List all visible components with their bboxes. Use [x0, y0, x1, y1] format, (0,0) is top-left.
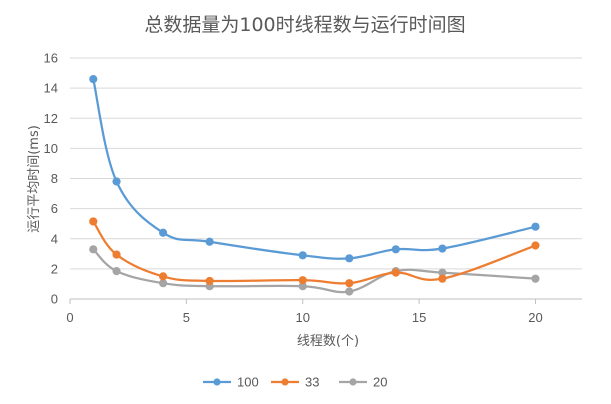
data-point-100 — [89, 74, 98, 84]
data-point-33 — [345, 279, 354, 288]
y-tick-label: 16 — [44, 51, 58, 66]
data-point-100 — [438, 244, 447, 253]
legend-swatch-marker — [213, 378, 221, 386]
y-tick-label: 10 — [44, 141, 58, 156]
data-point-100 — [345, 254, 354, 263]
data-point-33 — [298, 276, 307, 285]
legend-item-33: 33 — [271, 375, 319, 390]
data-point-100 — [391, 245, 400, 254]
x-tick-label: 5 — [183, 310, 190, 325]
data-point-100 — [531, 222, 540, 231]
series-100 — [89, 74, 540, 263]
x-axis-title: 线程数(个) — [297, 334, 359, 349]
legend-label: 100 — [237, 375, 259, 390]
data-point-33 — [391, 268, 400, 277]
data-point-33 — [89, 217, 98, 226]
x-tick-label: 10 — [295, 310, 309, 325]
data-point-100 — [205, 237, 214, 246]
series-33 — [89, 217, 540, 288]
data-point-33 — [438, 274, 447, 283]
data-point-20 — [112, 267, 121, 276]
legend-swatch-marker — [349, 378, 357, 386]
y-tick-label: 2 — [51, 261, 58, 276]
legend-label: 20 — [373, 375, 387, 390]
x-tick-label: 20 — [528, 310, 542, 325]
legend: 100 33 20 — [203, 375, 387, 390]
data-point-33 — [531, 241, 540, 250]
legend-item-20: 20 — [339, 375, 387, 390]
x-tick-label: 15 — [412, 310, 426, 325]
axes: 0 2 4 6 8 10 12 14 16 0 5 10 15 20 — [44, 51, 582, 325]
data-point-100 — [298, 251, 307, 260]
x-tick-label: 0 — [66, 310, 73, 325]
series-group — [89, 74, 540, 296]
y-tick-label: 6 — [51, 201, 58, 216]
y-tick-label: 14 — [44, 81, 58, 96]
data-point-33 — [112, 250, 121, 259]
y-tick-label: 4 — [51, 231, 58, 246]
gridlines — [70, 57, 582, 270]
y-axis-title: 运行平均时间(ms) — [27, 125, 42, 233]
data-point-33 — [205, 276, 214, 286]
data-point-100 — [158, 228, 168, 237]
legend-label: 33 — [305, 375, 319, 390]
data-point-20 — [345, 287, 354, 296]
y-tick-label: 0 — [51, 292, 58, 307]
data-point-100 — [112, 177, 121, 186]
data-point-20 — [158, 279, 168, 288]
y-tick-label: 12 — [44, 111, 58, 126]
series-line-100 — [92, 77, 537, 260]
legend-item-100: 100 — [203, 375, 259, 390]
legend-swatch-marker — [281, 378, 289, 386]
data-point-33 — [158, 272, 168, 281]
data-point-20 — [89, 245, 98, 254]
data-point-20 — [531, 274, 540, 283]
chart-title: 总数据量为100时线程数与运行时间图 — [144, 14, 465, 36]
y-tick-label: 8 — [51, 171, 58, 186]
